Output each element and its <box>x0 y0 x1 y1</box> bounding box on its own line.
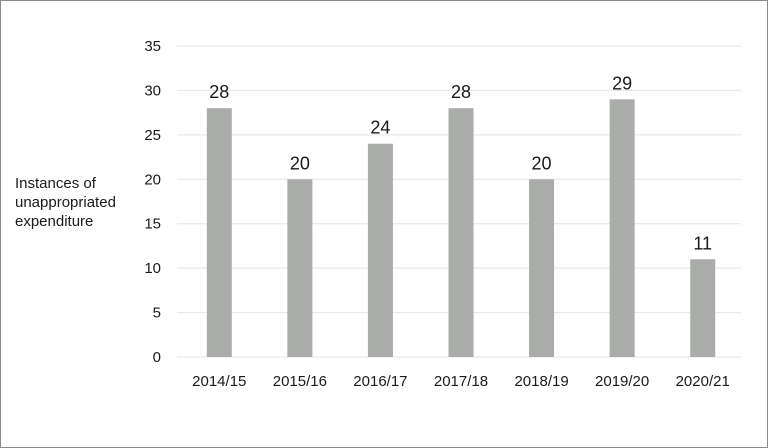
y-axis-label: Instances of unappropriated expenditure <box>15 175 116 230</box>
x-tick-label: 2014/15 <box>192 373 246 390</box>
bar <box>206 108 232 357</box>
y-tick-label: 30 <box>144 82 161 99</box>
x-tick-label: 2018/19 <box>514 373 568 390</box>
data-label: 11 <box>693 233 712 253</box>
y-tick-label: 0 <box>153 349 161 366</box>
x-tick-label: 2015/16 <box>273 373 327 390</box>
y-tick-label: 25 <box>144 127 161 144</box>
bar <box>529 179 555 357</box>
data-label: 28 <box>451 82 471 102</box>
y-tick-label: 35 <box>144 38 161 55</box>
bar <box>690 259 716 357</box>
y-tick-label: 5 <box>153 305 161 322</box>
data-label: 24 <box>370 118 390 138</box>
x-tick-label: 2016/17 <box>353 373 407 390</box>
data-label: 28 <box>209 82 229 102</box>
y-tick-label: 10 <box>144 260 161 277</box>
x-tick-label: 2019/20 <box>595 373 649 390</box>
x-tick-label: 2020/21 <box>676 373 730 390</box>
data-label: 20 <box>532 153 552 173</box>
bar <box>448 108 474 357</box>
data-label: 20 <box>290 153 310 173</box>
y-tick-label: 20 <box>144 171 161 188</box>
y-tick-label: 15 <box>144 216 161 233</box>
data-label: 29 <box>612 73 632 93</box>
bar <box>609 99 635 358</box>
bar <box>367 143 393 357</box>
x-tick-label: 2017/18 <box>434 373 488 390</box>
bar <box>287 179 313 357</box>
